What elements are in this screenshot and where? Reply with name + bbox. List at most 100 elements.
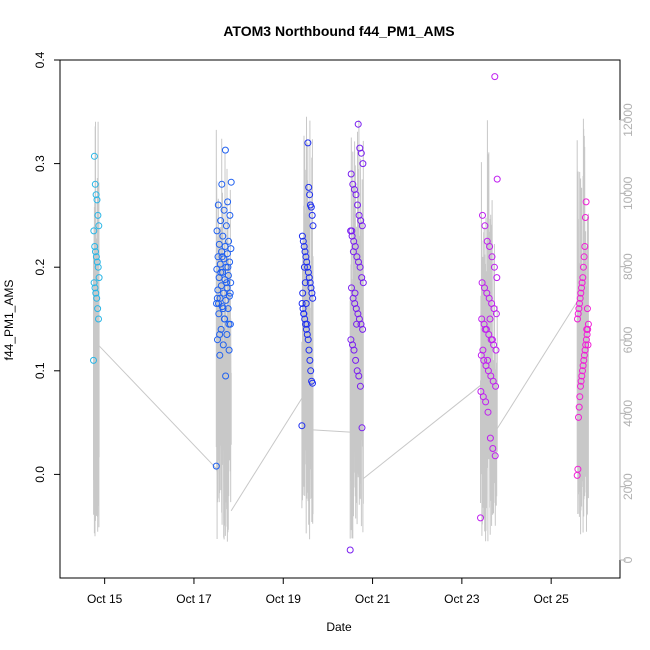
data-point	[303, 320, 311, 328]
y2-tick-label: 8000	[621, 253, 635, 280]
data-point	[302, 325, 310, 333]
data-point	[94, 263, 102, 271]
data-point	[302, 300, 310, 307]
data-point	[93, 196, 101, 204]
data-point	[225, 320, 233, 328]
data-point	[478, 315, 486, 323]
data-point	[303, 331, 311, 338]
y2-tick-label: 2000	[621, 473, 635, 500]
data-point	[301, 279, 309, 287]
data-point	[580, 356, 588, 364]
data-point	[484, 408, 492, 416]
data-point	[493, 175, 501, 183]
data-point	[484, 356, 492, 364]
data-point	[348, 227, 356, 235]
y-tick-label: 0.1	[33, 362, 47, 379]
chart-title: ATOM3 Northbound f44_PM1_AMS	[223, 23, 454, 39]
data-point	[304, 336, 312, 344]
data-point	[347, 336, 355, 344]
data-point	[220, 289, 228, 297]
data-point	[578, 279, 586, 287]
data-point	[215, 310, 223, 318]
data-point	[581, 214, 589, 221]
data-point	[92, 191, 100, 199]
data-point	[354, 201, 361, 209]
data-point	[354, 120, 362, 128]
data-point	[481, 222, 489, 230]
background-connector-3	[312, 429, 351, 433]
data-point	[227, 279, 235, 287]
data-point	[583, 325, 591, 333]
data-point	[302, 253, 310, 261]
data-point	[305, 183, 313, 191]
data-point	[304, 268, 312, 276]
data-point	[225, 292, 233, 300]
data-point	[223, 284, 231, 292]
data-point	[353, 367, 361, 375]
data-point	[95, 274, 103, 282]
data-point	[226, 211, 234, 219]
data-point	[307, 284, 315, 292]
data-point	[217, 217, 225, 225]
data-point	[220, 206, 228, 214]
data-point	[218, 180, 226, 188]
data-point	[488, 253, 496, 261]
plot-border	[59, 59, 621, 579]
data-point	[224, 263, 232, 271]
data-point	[220, 315, 228, 323]
background-trace-flight-3	[301, 116, 314, 540]
data-point	[213, 300, 220, 307]
data-point	[215, 300, 222, 307]
data-point	[575, 403, 583, 411]
data-point	[214, 253, 222, 261]
data-point	[214, 286, 222, 294]
data-point	[486, 315, 494, 323]
data-point	[353, 253, 361, 261]
x-tick-label: Oct 17	[176, 592, 212, 606]
data-point	[579, 367, 586, 375]
data-point	[478, 279, 486, 287]
data-point	[91, 284, 99, 292]
data-point	[352, 356, 360, 364]
data-point	[305, 274, 313, 282]
y2-tick-label: 0	[621, 556, 635, 563]
y2-tick-label: 10000	[621, 176, 635, 210]
data-point	[477, 388, 485, 395]
data-point	[359, 160, 367, 168]
y-tick-label: 0.0	[33, 466, 47, 483]
data-point	[221, 146, 229, 154]
data-point	[580, 253, 588, 261]
data-point	[299, 289, 307, 297]
data-point	[576, 300, 583, 307]
data-point	[577, 382, 584, 390]
data-point	[90, 279, 98, 287]
data-point	[309, 294, 317, 302]
data-point	[477, 514, 484, 522]
data-point	[583, 305, 591, 313]
background-connector-5	[496, 301, 578, 429]
data-point	[356, 382, 364, 390]
data-point	[348, 284, 355, 292]
data-point	[90, 356, 97, 364]
data-point	[583, 331, 591, 338]
data-point	[577, 377, 585, 385]
data-point	[493, 274, 501, 282]
axes: 0.0 0.1 0.2 0.3 0.4 0 2000 4000 6000 8000 10000 120…	[33, 51, 635, 606]
data-point	[580, 351, 588, 359]
data-point	[349, 248, 357, 256]
data-point	[223, 279, 231, 287]
data-point	[221, 243, 229, 250]
x-axis-label: Date	[326, 620, 352, 634]
data-point	[215, 240, 223, 248]
data-point	[491, 73, 499, 81]
data-point	[92, 253, 100, 261]
x-tick-label: Oct 23	[444, 592, 480, 606]
y-tick-label: 0.3	[33, 155, 47, 172]
data-point	[217, 325, 225, 333]
data-point	[212, 462, 220, 470]
data-point	[358, 274, 366, 282]
data-point	[305, 346, 313, 354]
data-point	[357, 149, 365, 157]
data-point	[356, 144, 364, 152]
